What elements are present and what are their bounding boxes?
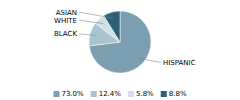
leader-line (79, 20, 103, 23)
chart: HISPANIC BLACK WHITEASIAN 73.0% 12.4% 5.8% 8.8… (0, 0, 240, 100)
legend-swatch (161, 91, 167, 97)
legend-swatch (53, 91, 59, 97)
legend-label: 73.0% (61, 90, 84, 98)
legend-swatch (128, 91, 134, 97)
legend-item: 12.4% (91, 90, 122, 98)
pie-slice (104, 11, 120, 42)
legend-label: 8.8% (169, 90, 187, 98)
leader-line (79, 34, 96, 36)
pie (89, 11, 151, 73)
legend-item: 5.8% (128, 90, 154, 98)
leader-line (139, 58, 161, 62)
legend-swatch (91, 91, 97, 97)
pie-slice (89, 11, 151, 73)
legend-item: 73.0% (53, 90, 84, 98)
legend-label: 5.8% (136, 90, 154, 98)
legend-label: 12.4% (99, 90, 122, 98)
slice-label: HISPANIC (163, 59, 196, 67)
leader-line (79, 12, 113, 18)
legend-item: 8.8% (161, 90, 187, 98)
legend: 73.0% 12.4% 5.8% 8.8% (53, 90, 186, 98)
labels: HISPANIC BLACK WHITEASIAN (54, 9, 196, 67)
slice-label: ASIAN (56, 9, 77, 17)
slice-label: WHITE (54, 17, 77, 25)
slice-label: BLACK (54, 30, 77, 38)
